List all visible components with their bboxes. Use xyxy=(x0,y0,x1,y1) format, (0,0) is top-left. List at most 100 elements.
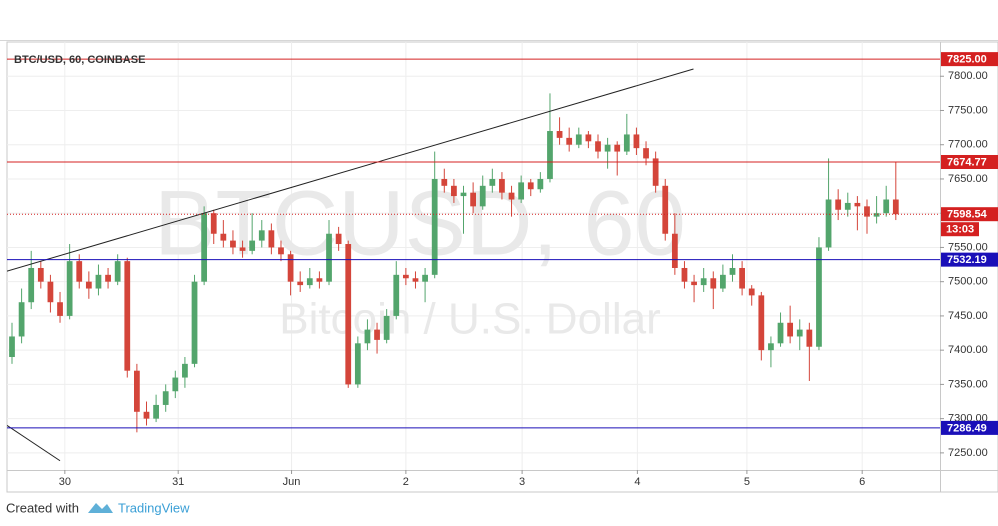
y-tick-label: 7750.00 xyxy=(948,104,988,116)
brand[interactable]: TradingView xyxy=(118,500,190,515)
x-tick-label: 3 xyxy=(519,476,525,488)
candle-body xyxy=(76,261,83,282)
candle-body xyxy=(460,192,467,197)
candle-body xyxy=(585,134,592,142)
candle-body xyxy=(652,158,659,186)
watermark-symbol: BTCUSD, 60 xyxy=(154,172,686,274)
countdown-box xyxy=(941,222,979,237)
candle-body xyxy=(153,404,159,419)
candle-body xyxy=(239,247,246,251)
candle-body xyxy=(796,329,803,337)
candle-body xyxy=(374,329,380,340)
candle-body xyxy=(258,230,265,241)
candle-body xyxy=(470,192,476,207)
x-tick-label: 30 xyxy=(59,476,71,488)
candle-body xyxy=(681,267,688,282)
candle-body xyxy=(556,131,563,138)
y-tick-label: 7450.00 xyxy=(948,310,988,322)
candle-body xyxy=(518,182,525,200)
candle-body xyxy=(431,178,438,275)
candle-body xyxy=(57,302,63,316)
x-tick-label: 4 xyxy=(634,476,640,488)
top-bar xyxy=(0,0,998,40)
price-label: 7674.77 xyxy=(947,156,987,168)
candle-body xyxy=(402,274,409,279)
candle-body xyxy=(345,244,352,385)
candle-body xyxy=(883,199,890,214)
candle-body xyxy=(892,199,899,215)
y-tick-label: 7350.00 xyxy=(948,378,988,390)
price-label-box xyxy=(941,252,998,267)
countdown: 13:03 xyxy=(946,224,974,236)
candle-body xyxy=(825,199,832,248)
candle-body xyxy=(172,377,179,392)
candle-body xyxy=(671,233,678,268)
watermark-description: Bitcoin / U.S. Dollar xyxy=(279,295,660,344)
price-label: 7286.49 xyxy=(947,422,987,434)
candle-body xyxy=(700,278,707,286)
candle-body xyxy=(66,261,73,316)
candle-body xyxy=(201,213,208,282)
price-label-box xyxy=(941,52,998,67)
logo-icon xyxy=(88,503,113,513)
y-tick-label: 7400.00 xyxy=(948,344,988,356)
candle-body xyxy=(354,343,361,385)
candle-body xyxy=(537,178,544,190)
candle-body xyxy=(383,315,390,340)
candle-body xyxy=(806,329,813,347)
candle-body xyxy=(739,267,745,289)
candle-body xyxy=(230,240,236,248)
candle-body xyxy=(575,134,582,145)
price-label-box xyxy=(941,420,998,435)
candle-body xyxy=(710,278,717,289)
candle-body xyxy=(729,267,736,275)
tradingview-logo xyxy=(88,503,113,513)
candle-body xyxy=(748,288,755,296)
x-tick-label: 6 xyxy=(859,476,865,488)
y-tick-label: 7700.00 xyxy=(948,139,988,151)
candle-body xyxy=(508,192,515,200)
candle-body xyxy=(547,131,553,179)
candle-body xyxy=(393,274,400,316)
candle-body xyxy=(422,274,428,282)
candle-body xyxy=(614,144,621,152)
price-label: 7532.19 xyxy=(947,254,987,266)
x-tick-label: 31 xyxy=(172,476,184,488)
symbol-label: BTC/USD, 60, COINBASE xyxy=(14,54,145,66)
candle-body xyxy=(451,185,457,197)
candle-body xyxy=(326,233,332,282)
candle-body xyxy=(720,274,726,289)
price-label: 7825.00 xyxy=(947,54,987,66)
frame xyxy=(6,41,998,493)
candle-body xyxy=(18,302,25,337)
candle-body xyxy=(278,247,284,255)
x-tick-label: 5 xyxy=(744,476,750,488)
candle-body xyxy=(864,206,870,217)
candle-body xyxy=(37,267,44,282)
candle-body xyxy=(287,254,294,282)
y-tick-label: 7800.00 xyxy=(948,70,988,82)
candle-body xyxy=(335,233,342,245)
candle-body xyxy=(28,267,35,303)
candle-body xyxy=(595,141,601,152)
candle-body xyxy=(220,233,227,241)
candle-body xyxy=(182,363,188,378)
footer-text: Created with xyxy=(6,500,79,515)
candle-body xyxy=(768,343,774,351)
y-tick-label: 7650.00 xyxy=(948,173,988,185)
candle-body xyxy=(489,178,496,186)
candle-body xyxy=(191,281,198,364)
price-label: 7598.54 xyxy=(947,209,988,221)
candle-body xyxy=(566,137,573,145)
candle-body xyxy=(364,329,371,344)
candle-body xyxy=(835,199,842,210)
candle-body xyxy=(777,322,784,344)
candle-body xyxy=(316,278,323,282)
candle-body xyxy=(787,322,794,337)
candle-body xyxy=(633,134,640,149)
candle-body xyxy=(499,178,505,193)
candle-body xyxy=(249,240,256,251)
candle-body xyxy=(114,261,121,282)
